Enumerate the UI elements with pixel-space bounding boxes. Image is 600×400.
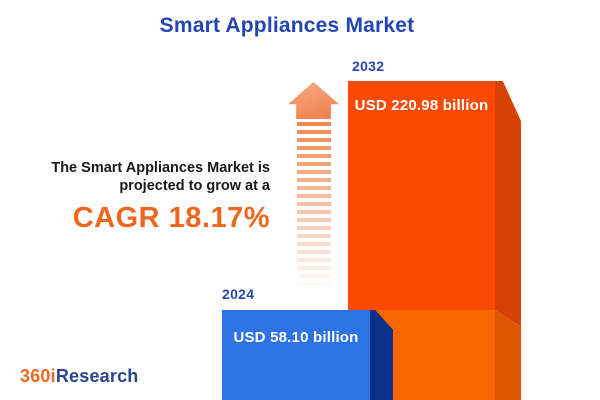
logo-360iresearch: 360iResearch [20,366,139,387]
logo-part-360i: 360i [20,366,56,386]
bar-2024-front-face: USD 58.10 billion [222,310,370,400]
promo-line-2: projected to grow at a [119,178,270,194]
bar-2032-front-face-upper: USD 220.98 billion [348,81,495,310]
promo-line-1: The Smart Appliances Market is [51,160,270,176]
cagr-value: CAGR 18.17% [72,202,270,234]
bar-2024-year-label: 2024 [222,286,255,302]
growth-arrow-dashed-tail [297,122,331,288]
growth-text-block: The Smart Appliances Market is projected… [30,159,270,235]
bar-2024-value-label: USD 58.10 billion [233,329,359,346]
bar-2032-side-face-upper [495,81,521,327]
growth-arrow-icon [288,82,339,119]
bar-2032-year-label: 2032 [352,58,385,74]
page-title: Smart Appliances Market [159,14,415,37]
bar-2032-side-face-lower [495,310,521,400]
logo-part-research: Research [55,366,139,386]
bar-2024-side-face [370,310,393,400]
bar-2032-value-label: USD 220.98 billion [354,97,489,114]
